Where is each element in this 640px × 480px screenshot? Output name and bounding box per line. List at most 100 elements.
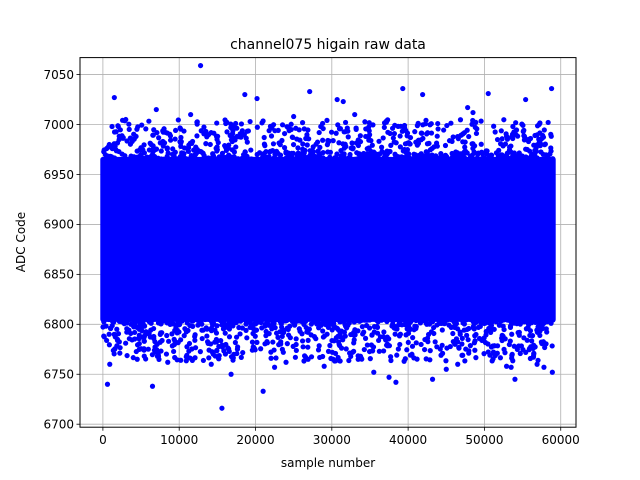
- data-point: [119, 319, 125, 325]
- data-point: [225, 145, 232, 151]
- data-point: [464, 332, 470, 338]
- y-tick-label: 7050: [43, 68, 74, 82]
- data-point: [432, 339, 438, 345]
- data-point: [340, 141, 346, 147]
- data-point: [257, 156, 263, 163]
- data-point: [436, 320, 442, 326]
- data-point: [263, 328, 269, 335]
- data-point: [117, 350, 123, 356]
- data-point: [415, 120, 421, 126]
- data-point: [545, 119, 551, 126]
- data-point: [395, 346, 401, 352]
- data-point: [174, 322, 181, 328]
- data-point: [450, 330, 456, 337]
- data-point: [194, 133, 200, 139]
- data-point: [472, 338, 478, 344]
- data-point: [214, 120, 220, 126]
- data-point: [413, 152, 419, 158]
- data-point: [124, 352, 130, 359]
- data-point: [498, 128, 504, 134]
- data-point: [214, 323, 220, 329]
- data-point: [231, 154, 237, 160]
- data-point: [362, 119, 368, 125]
- data-point: [400, 85, 406, 92]
- data-point: [301, 358, 307, 364]
- data-point: [543, 156, 549, 163]
- data-point: [131, 131, 137, 137]
- data-point: [231, 149, 238, 155]
- data-point: [179, 317, 185, 323]
- data-point: [448, 120, 454, 126]
- data-point: [160, 143, 166, 149]
- data-point: [347, 151, 353, 158]
- data-point: [485, 90, 491, 97]
- data-point: [380, 135, 386, 141]
- data-point: [512, 376, 518, 382]
- data-point: [261, 150, 267, 157]
- data-point: [511, 318, 518, 324]
- x-tick-label: 40000: [389, 433, 427, 447]
- data-point: [205, 155, 211, 161]
- data-point: [290, 343, 296, 349]
- data-point: [113, 148, 120, 154]
- data-point: [188, 111, 194, 118]
- data-point: [464, 127, 470, 133]
- data-point: [159, 316, 166, 322]
- data-point: [219, 344, 226, 350]
- data-point: [215, 139, 221, 146]
- data-point: [435, 120, 441, 127]
- data-point: [485, 341, 491, 347]
- data-point: [106, 331, 112, 337]
- data-point: [332, 155, 338, 161]
- data-point: [231, 351, 237, 357]
- y-tick-label: 6900: [43, 218, 74, 232]
- data-point: [123, 116, 129, 123]
- data-point: [242, 317, 248, 323]
- data-point: [304, 142, 310, 148]
- data-point: [136, 335, 142, 342]
- data-point: [192, 345, 199, 351]
- data-point: [507, 338, 513, 344]
- data-point: [429, 145, 435, 152]
- data-point: [105, 144, 111, 150]
- data-point: [109, 154, 115, 160]
- data-point: [335, 316, 341, 322]
- data-point: [335, 354, 341, 361]
- data-point: [141, 338, 147, 344]
- data-point: [381, 329, 387, 335]
- data-point: [158, 156, 164, 162]
- data-point: [112, 346, 118, 352]
- data-point: [316, 343, 322, 349]
- data-point: [277, 152, 284, 158]
- data-point: [434, 143, 440, 149]
- data-point: [418, 154, 424, 160]
- data-point: [511, 129, 517, 135]
- data-point: [264, 316, 270, 322]
- data-point: [203, 141, 209, 147]
- data-point: [299, 338, 306, 344]
- data-point: [300, 146, 306, 152]
- data-point: [240, 350, 246, 356]
- data-point: [178, 134, 184, 141]
- data-point: [279, 122, 286, 128]
- data-point: [496, 322, 502, 328]
- data-point: [150, 132, 156, 138]
- data-point: [458, 132, 464, 138]
- data-point: [489, 358, 495, 364]
- data-point: [429, 319, 436, 325]
- data-point: [398, 123, 404, 129]
- data-point: [171, 348, 177, 355]
- data-point: [380, 316, 386, 322]
- data-point: [228, 137, 235, 143]
- data-point: [261, 134, 267, 141]
- data-point: [292, 354, 298, 360]
- data-point: [448, 324, 454, 330]
- data-point: [263, 333, 269, 339]
- y-tick-label: 6950: [43, 168, 74, 182]
- data-point: [535, 326, 541, 333]
- data-point: [371, 369, 377, 375]
- data-point: [328, 129, 335, 135]
- data-point: [418, 341, 424, 348]
- data-point: [466, 348, 472, 354]
- data-point: [286, 125, 292, 132]
